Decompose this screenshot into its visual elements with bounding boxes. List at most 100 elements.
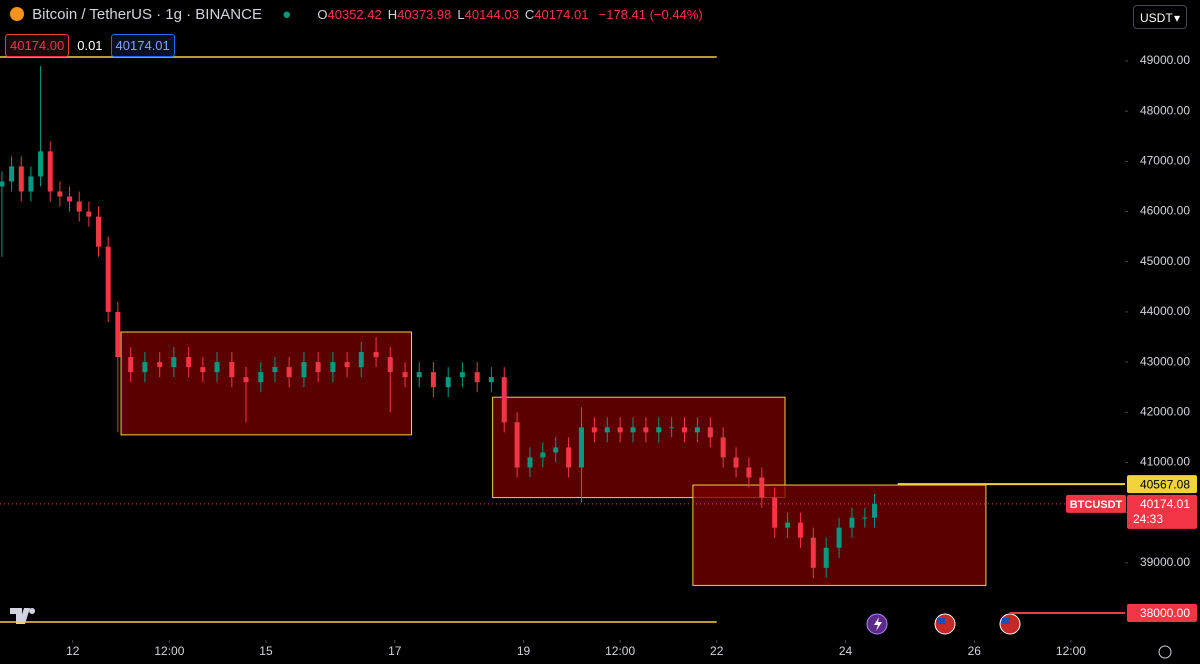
x-tick-label: 22 bbox=[710, 644, 724, 658]
candle-body bbox=[373, 352, 379, 358]
x-tick-label: 24 bbox=[839, 644, 853, 658]
candle-body bbox=[18, 166, 24, 192]
candle-body bbox=[402, 372, 408, 378]
candle-body bbox=[746, 467, 752, 478]
candle-body bbox=[0, 181, 5, 187]
candle-body bbox=[28, 176, 34, 192]
candle-body bbox=[358, 352, 364, 368]
x-tick-label: 12:00 bbox=[1056, 644, 1086, 658]
candle-body bbox=[229, 362, 235, 378]
candle-body bbox=[86, 211, 92, 217]
y-tick-label: 43000.00 bbox=[1140, 354, 1190, 368]
change: −178.41 (−0.44%) bbox=[598, 7, 703, 22]
candle-body bbox=[720, 437, 726, 458]
candle-body bbox=[330, 362, 336, 373]
candle-body bbox=[578, 427, 584, 468]
candle-body bbox=[67, 196, 73, 202]
flag-canton bbox=[1002, 618, 1010, 624]
logo bbox=[10, 608, 36, 624]
price-label-bg bbox=[1127, 475, 1197, 494]
y-tick-label: 49000.00 bbox=[1140, 53, 1190, 67]
candle-body bbox=[214, 362, 220, 373]
zone-box bbox=[492, 396, 786, 499]
candle-body bbox=[591, 427, 597, 433]
sell-button[interactable]: 40174.00 bbox=[5, 34, 70, 57]
candle-body bbox=[157, 362, 163, 368]
y-tick-label: 45000.00 bbox=[1140, 254, 1190, 268]
candle-body bbox=[823, 547, 829, 568]
y-tick-label: 42000.00 bbox=[1140, 404, 1190, 418]
candle-body bbox=[617, 427, 623, 433]
ohlc-value: 40174.01 bbox=[534, 7, 589, 22]
candle-body bbox=[527, 457, 533, 468]
price-label-bg bbox=[1127, 604, 1197, 623]
candle-body bbox=[344, 362, 350, 368]
candle-body bbox=[694, 427, 700, 433]
ohlc: O40352.42 H40373.98 L40144.03 C40174.01 bbox=[311, 7, 588, 22]
candle-body bbox=[643, 427, 649, 433]
currency: USDT bbox=[1140, 11, 1173, 25]
candle-body bbox=[836, 527, 842, 548]
spread: 0.01 bbox=[77, 38, 103, 53]
x-tick-label: 17 bbox=[388, 644, 402, 658]
coin-icon bbox=[10, 7, 24, 21]
candle-body bbox=[301, 362, 307, 378]
ohlc-key: O bbox=[317, 7, 328, 22]
candle-body bbox=[772, 497, 778, 528]
candle-body bbox=[514, 422, 520, 468]
candle-body bbox=[707, 427, 713, 438]
candle-body bbox=[810, 537, 816, 568]
candle-body bbox=[387, 357, 393, 373]
price-label: 40567.08 bbox=[1140, 477, 1190, 491]
last-price-bg bbox=[1127, 494, 1197, 529]
ohlc-value: 40373.98 bbox=[397, 7, 452, 22]
candle-body bbox=[474, 372, 480, 383]
candle-body bbox=[785, 522, 791, 528]
ohlc-key: L bbox=[457, 7, 465, 22]
currency-select[interactable]: USDT ▾ bbox=[1133, 5, 1187, 29]
zone-box bbox=[120, 331, 412, 436]
candle-body bbox=[115, 311, 121, 358]
y-tick-label: 39000.00 bbox=[1140, 555, 1190, 569]
candle-body bbox=[630, 427, 636, 433]
x-tick-label: 15 bbox=[259, 644, 273, 658]
candle-body bbox=[849, 517, 855, 528]
x-tick-label: 12:00 bbox=[154, 644, 184, 658]
candle-body bbox=[553, 447, 559, 453]
candle-body bbox=[430, 372, 436, 388]
candle-body bbox=[286, 367, 292, 378]
candle-body bbox=[862, 517, 868, 519]
settings-icon[interactable] bbox=[1158, 645, 1172, 659]
candle-body bbox=[38, 151, 44, 177]
status-dot: ● bbox=[282, 6, 292, 23]
plot bbox=[0, 56, 1125, 623]
candle-body bbox=[797, 522, 803, 538]
price-label: 38000.00 bbox=[1140, 606, 1190, 620]
candle-body bbox=[315, 362, 321, 373]
candle-body bbox=[604, 427, 610, 433]
candle-body bbox=[416, 372, 422, 378]
x-tick-label: 26 bbox=[968, 644, 982, 658]
buy-button[interactable]: 40174.01 bbox=[110, 34, 175, 57]
last-price: 40174.01 bbox=[1140, 497, 1190, 511]
candle-body bbox=[186, 357, 192, 368]
candle-body bbox=[105, 246, 111, 312]
candle-body bbox=[9, 166, 15, 182]
candle-body bbox=[488, 377, 494, 383]
lightning bbox=[874, 617, 882, 631]
symbol-label: BTCUSDT bbox=[1070, 499, 1123, 511]
candle-body bbox=[76, 201, 82, 212]
x-tick-label: 12 bbox=[66, 644, 80, 658]
y-tick-label: 48000.00 bbox=[1140, 103, 1190, 117]
x-tick-label: 12:00 bbox=[605, 644, 635, 658]
ohlc-value: 40352.42 bbox=[327, 7, 382, 22]
symbol: Bitcoin / TetherUS · 1g · BINANCE bbox=[32, 6, 262, 23]
candle-body bbox=[57, 191, 63, 197]
candle-body bbox=[272, 367, 278, 373]
candle-body bbox=[142, 362, 148, 373]
ohlc-key: H bbox=[387, 7, 398, 22]
candle-body bbox=[128, 357, 134, 373]
candle-body bbox=[501, 377, 507, 423]
